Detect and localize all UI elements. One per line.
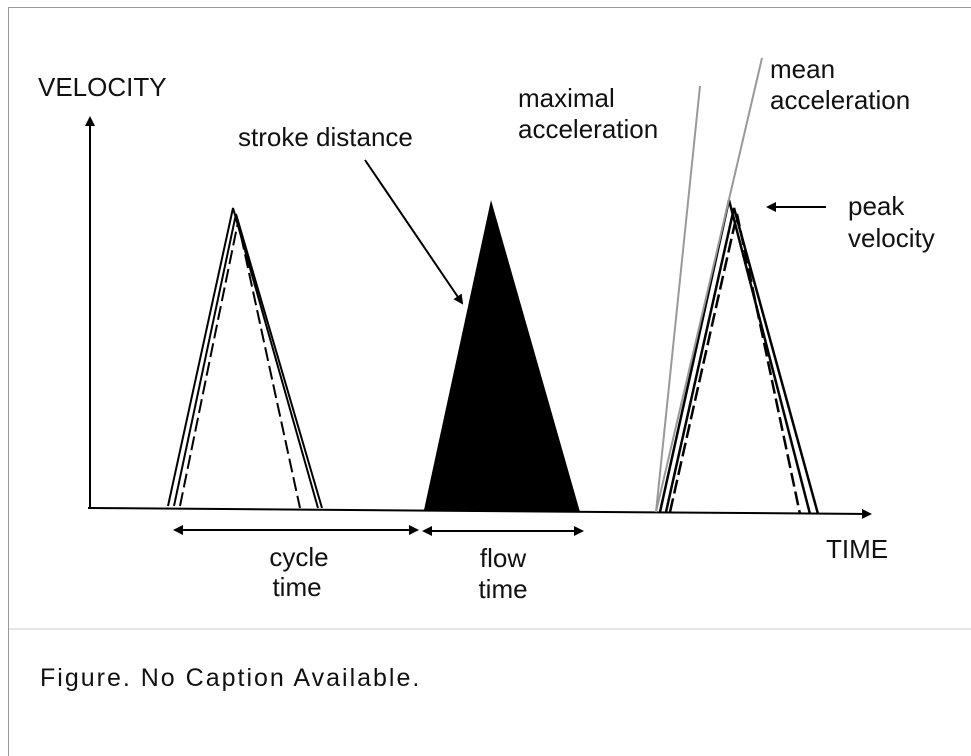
- label: TIME: [826, 534, 888, 564]
- mean-accel-line: [655, 57, 763, 513]
- label: acceleration: [518, 114, 658, 144]
- label: time: [272, 572, 321, 602]
- label: flow: [480, 543, 526, 573]
- label: maximal: [518, 83, 615, 113]
- label: acceleration: [770, 85, 910, 115]
- label: cycle: [269, 542, 328, 572]
- label: velocity: [848, 223, 935, 253]
- diagram: VELOCITY TIME stroke distance maximal ac…: [38, 54, 935, 604]
- label: peak: [848, 191, 905, 221]
- label: mean: [770, 54, 835, 84]
- max-accel-line: [655, 85, 701, 513]
- x-axis: [87, 507, 872, 519]
- frame: [8, 7, 971, 756]
- arrow: [364, 159, 464, 305]
- triangle-1: [167, 207, 323, 509]
- caption: Figure. No Caption Available.: [40, 664, 422, 692]
- label: time: [478, 574, 527, 604]
- flow-triangle: [424, 200, 580, 512]
- label: stroke distance: [238, 122, 413, 152]
- label: VELOCITY: [38, 72, 167, 102]
- separator: [9, 628, 971, 630]
